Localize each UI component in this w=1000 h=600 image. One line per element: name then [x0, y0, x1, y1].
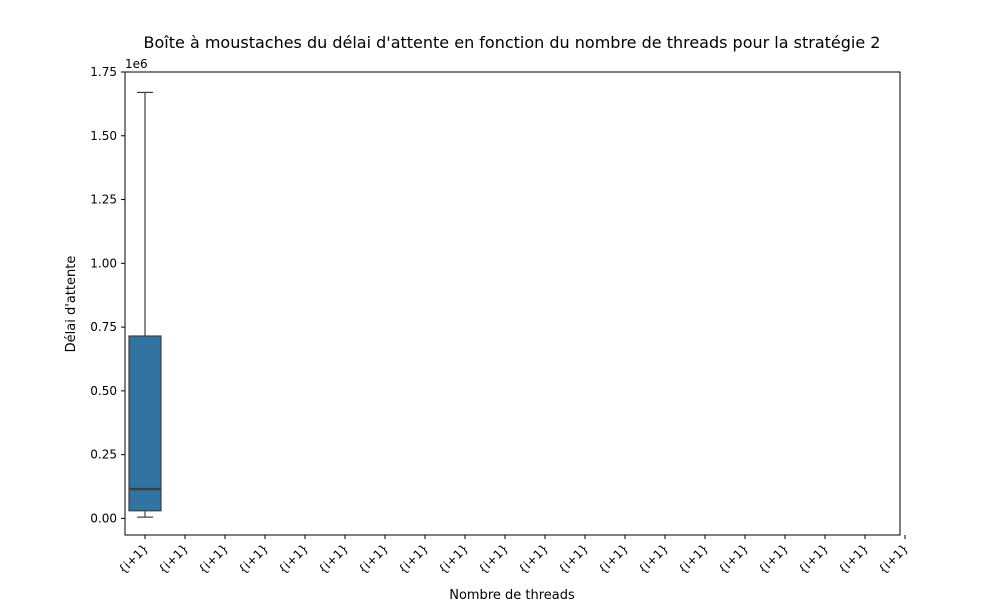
y-tick-label: 1.00: [90, 256, 117, 270]
y-tick-label: 1.75: [90, 65, 117, 79]
chart-title: Boîte à moustaches du délai d'attente en…: [144, 33, 881, 52]
y-tick-label: 0.50: [90, 384, 117, 398]
y-tick-label: 1.50: [90, 129, 117, 143]
x-axis-label: Nombre de threads: [449, 588, 575, 600]
y-tick-label: 0.75: [90, 320, 117, 334]
box-body: [128, 335, 162, 512]
y-offset-label: 1e6: [125, 57, 148, 71]
y-tick-label: 1.25: [90, 193, 117, 207]
y-tick-label: 0.00: [90, 511, 117, 525]
y-tick-label: 0.25: [90, 448, 117, 462]
y-axis-label: Délai d'attente: [64, 256, 79, 353]
axes-frame: [124, 71, 901, 536]
